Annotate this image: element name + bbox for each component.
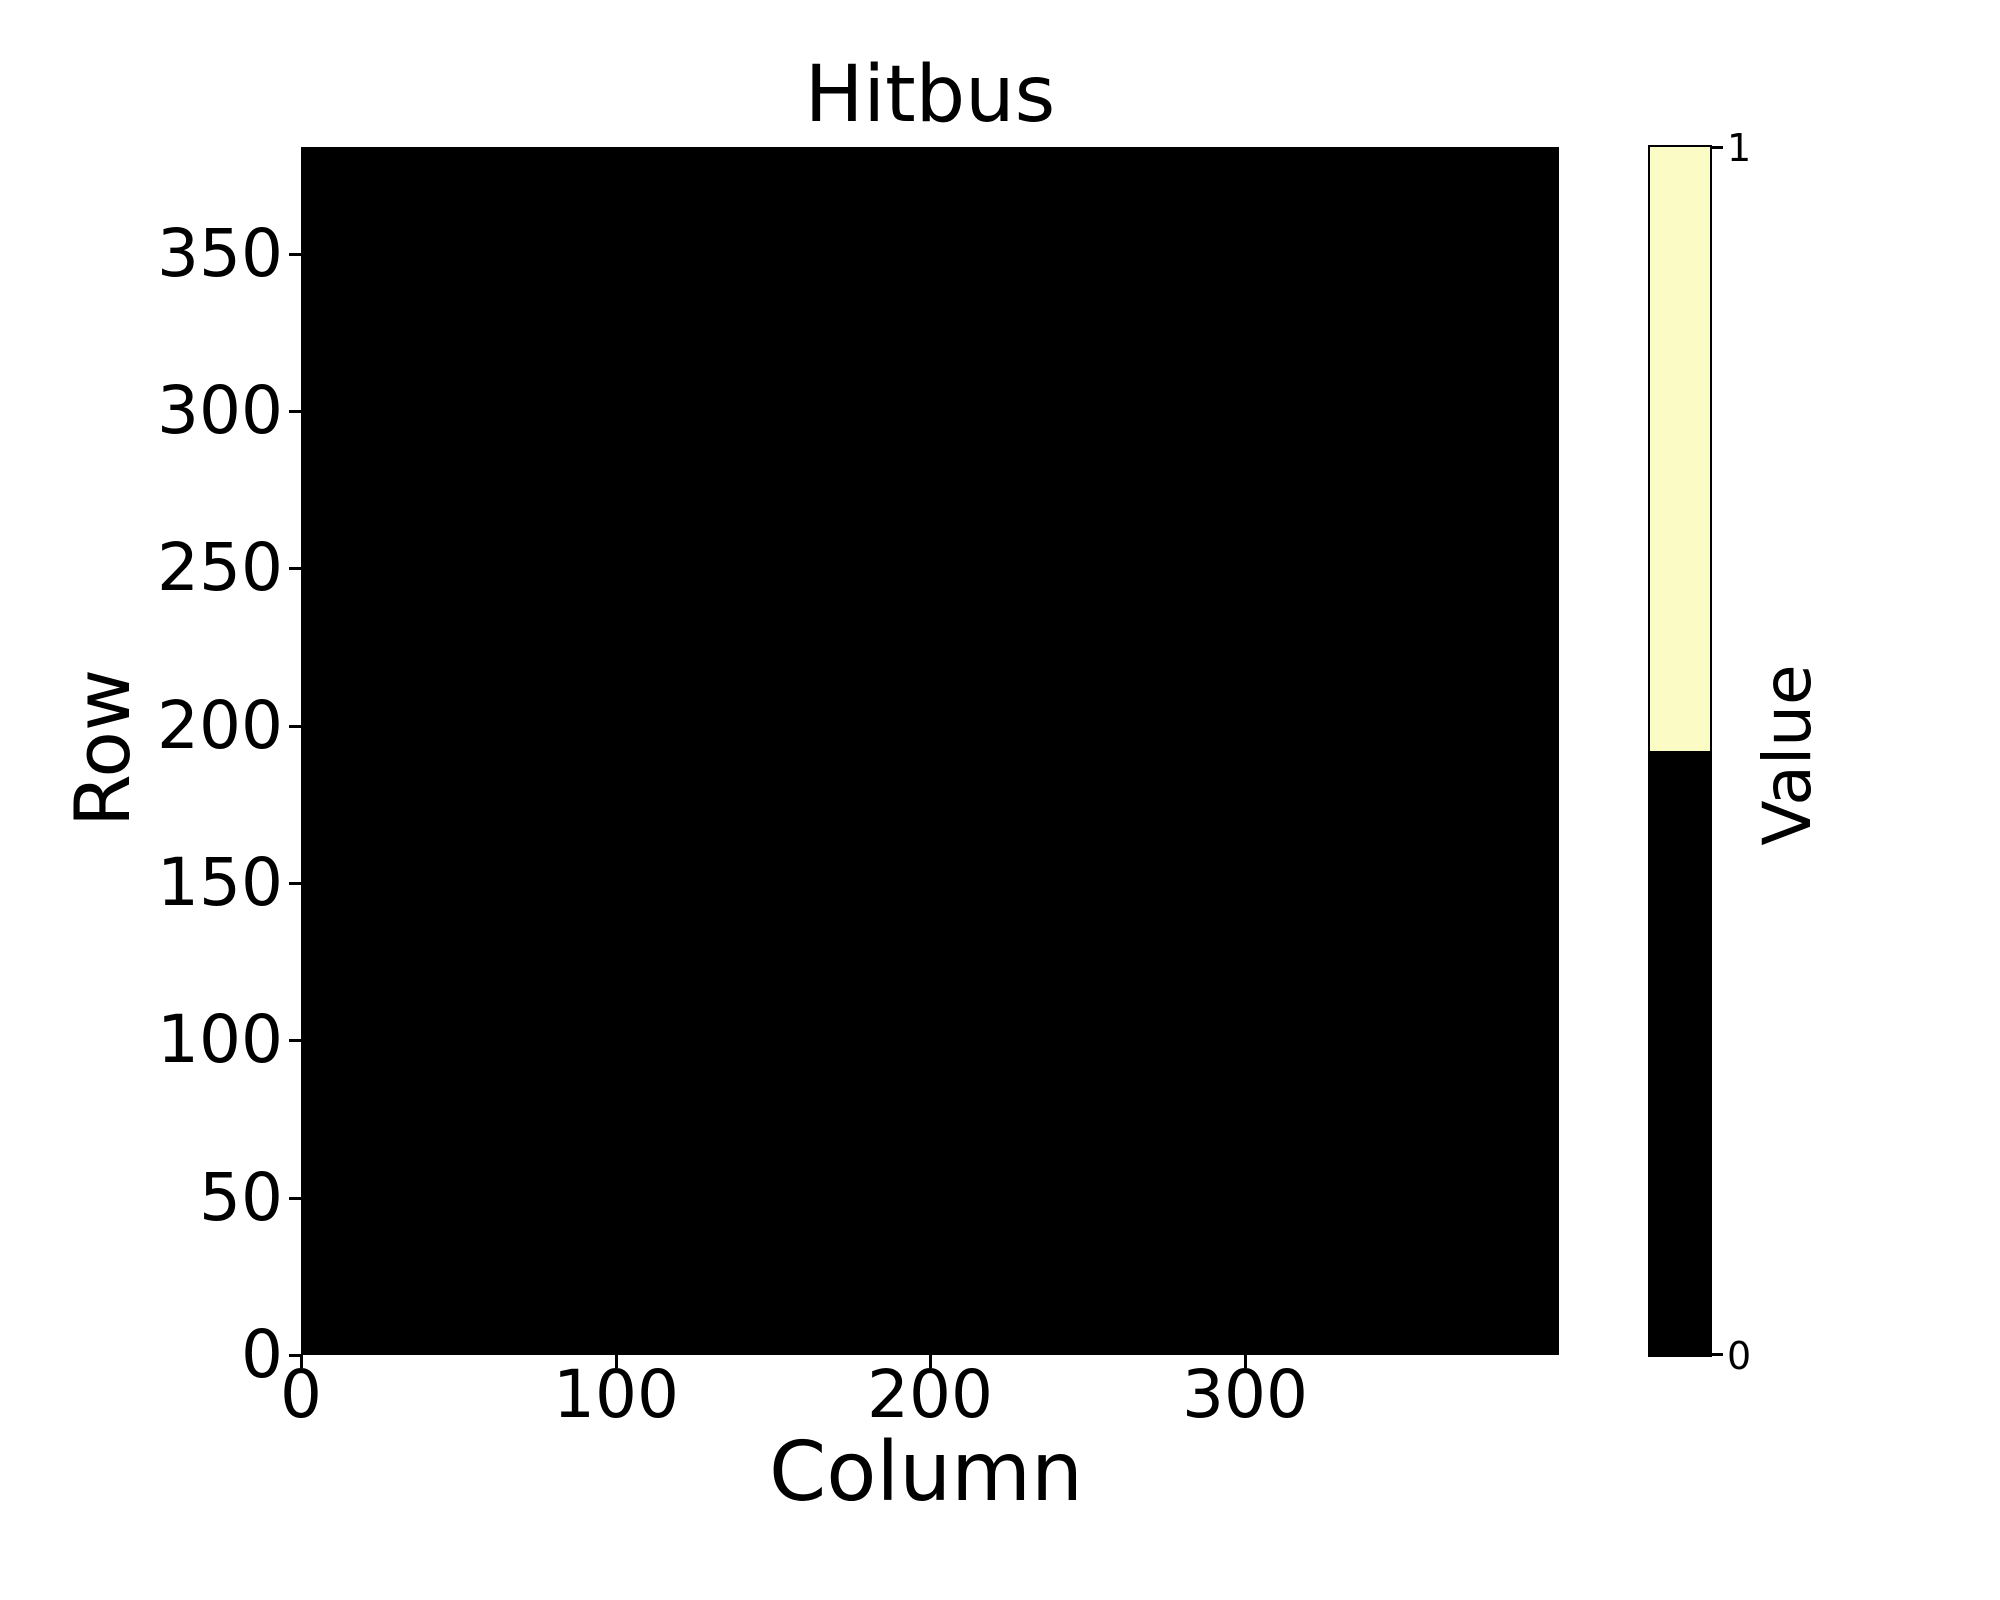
x-tick-mark	[300, 1355, 303, 1368]
y-tick-label: 0	[241, 1316, 283, 1393]
y-tick-label: 200	[157, 687, 283, 764]
heatmap-canvas	[301, 147, 1559, 1355]
x-tick-mark	[1244, 1355, 1247, 1368]
y-tick-label: 100	[157, 1001, 283, 1078]
y-tick-label: 300	[157, 372, 283, 449]
x-tick-label: 0	[280, 1356, 322, 1433]
x-tick-label: 300	[1182, 1356, 1308, 1433]
x-tick-label: 200	[867, 1356, 993, 1433]
colorbar-label: Value	[1749, 664, 1826, 846]
colorbar-segment-one	[1650, 147, 1710, 751]
x-tick-label: 100	[553, 1356, 679, 1433]
x-axis-label: Column	[768, 1425, 1084, 1520]
y-tick-mark	[289, 253, 301, 256]
y-tick-label: 250	[157, 529, 283, 606]
y-tick-mark	[289, 882, 301, 885]
y-tick-mark	[289, 1039, 301, 1042]
y-tick-mark	[289, 410, 301, 413]
colorbar-tick-mark	[1712, 1353, 1723, 1356]
colorbar	[1648, 145, 1712, 1357]
y-tick-label: 150	[157, 844, 283, 921]
x-tick-mark	[615, 1355, 618, 1368]
colorbar-tick-label: 0	[1727, 1334, 1752, 1378]
colorbar-tick-label: 1	[1727, 126, 1752, 170]
y-tick-mark	[289, 567, 301, 570]
colorbar-segment-zero	[1650, 751, 1710, 1355]
y-tick-mark	[289, 1354, 301, 1357]
y-tick-label: 350	[157, 215, 283, 292]
colorbar-tick-mark	[1712, 146, 1723, 149]
y-tick-mark	[289, 1197, 301, 1200]
x-tick-mark	[929, 1355, 932, 1368]
y-tick-mark	[289, 725, 301, 728]
chart-title: Hitbus	[804, 50, 1056, 140]
y-axis-label: Row	[58, 668, 147, 828]
y-tick-label: 50	[199, 1159, 283, 1236]
